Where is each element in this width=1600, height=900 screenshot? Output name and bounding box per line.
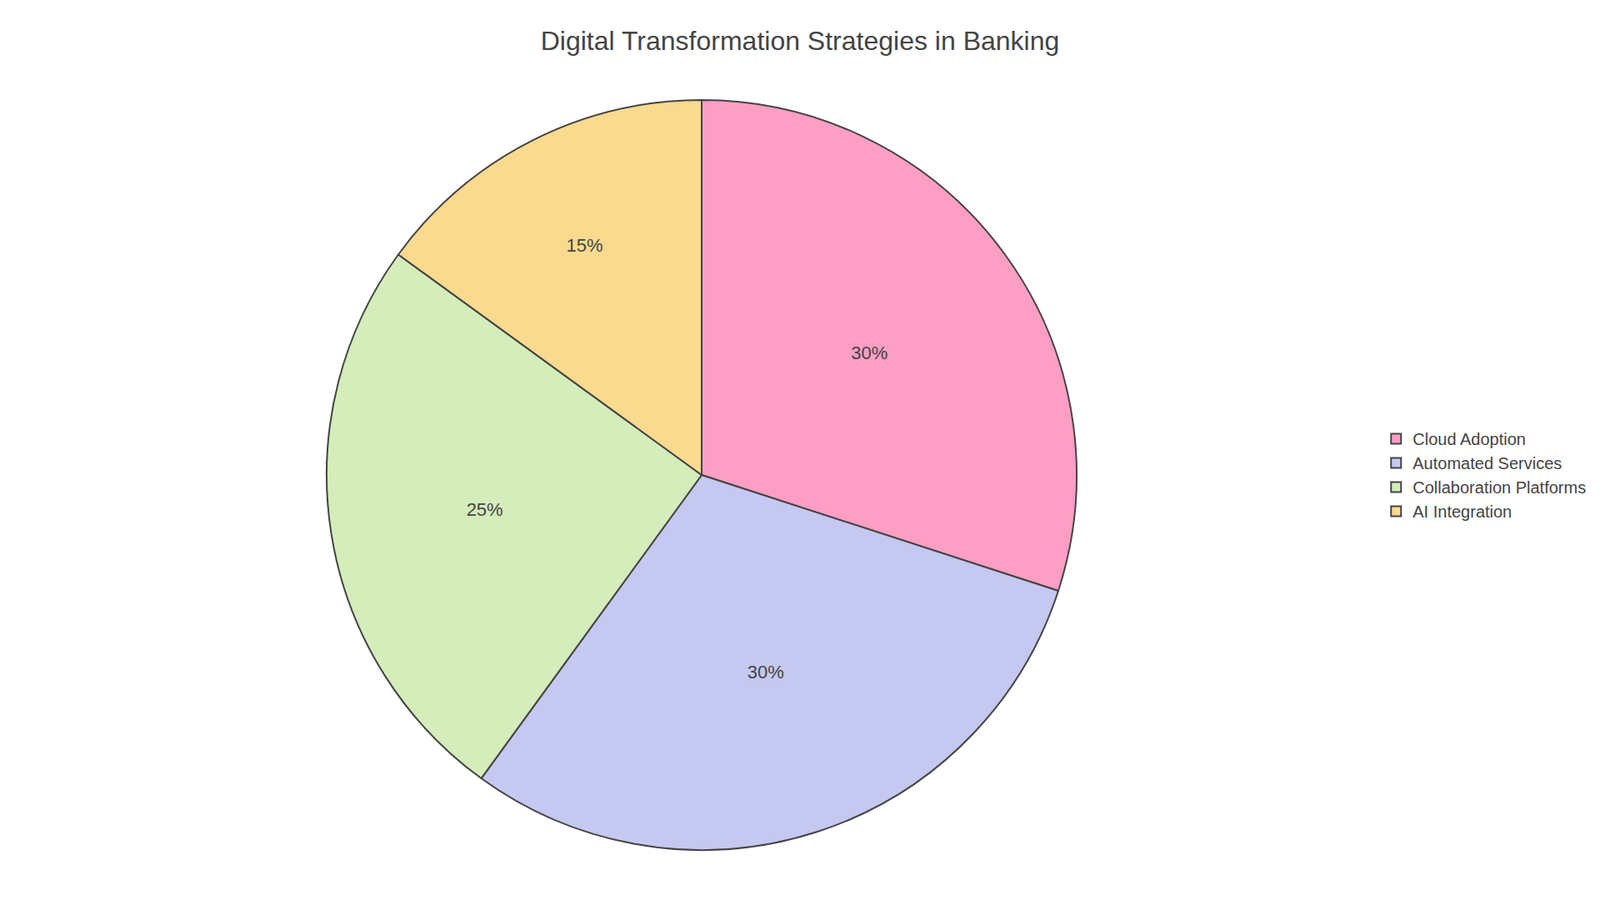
svg-text:15%: 15% [565,235,603,256]
svg-text:Collaboration Platforms: Collaboration Platforms [1412,478,1586,497]
svg-text:30%: 30% [850,342,888,364]
svg-text:Cloud Adoption: Cloud Adoption [1412,430,1526,449]
svg-text:25%: 25% [466,499,504,520]
svg-text:Automated Services: Automated Services [1412,454,1562,473]
svg-text:AI Integration: AI Integration [1412,502,1512,521]
svg-text:30%: 30% [747,661,785,683]
svg-text:Digital Transformation Strateg: Digital Transformation Strategies in Ban… [540,25,1060,56]
